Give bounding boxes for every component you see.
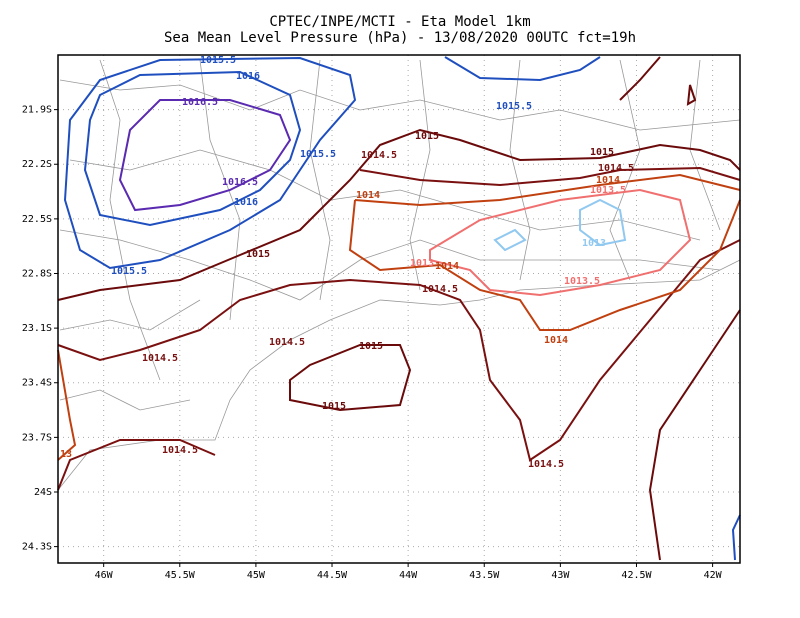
grid — [58, 55, 740, 563]
x-tick-label: 45W — [247, 570, 266, 581]
y-tick-label: 22.8S — [22, 268, 52, 279]
contour-label: 1015 — [322, 401, 346, 412]
x-tick-label: 42W — [704, 570, 723, 581]
contour-label: 1014.5 — [361, 150, 397, 161]
y-tick-label: 22.2S — [22, 159, 52, 170]
y-tick-label: 21.9S — [22, 105, 52, 116]
contour-labels: 1015.5 1016 1016.5 1015.5 1015 1014.5 10… — [60, 55, 634, 470]
contour-label: 1015.5 — [496, 101, 532, 112]
contour-label: 1013 — [582, 238, 606, 249]
contour-label: 1015 — [590, 147, 614, 158]
contour-label: 1013 — [410, 258, 434, 269]
contour-label: 1014.5 — [162, 445, 198, 456]
title: CPTEC/INPE/MCTI - Eta Model 1km — [269, 14, 530, 30]
contour-label: 1016.5 — [182, 97, 218, 108]
y-tick-label: 22.5S — [22, 214, 52, 225]
y-tick-label: 23.4S — [22, 378, 52, 389]
contour-label: 1014 — [435, 261, 459, 272]
contour-label: 1014 — [544, 335, 568, 346]
x-tick-label: 44.5W — [317, 570, 348, 581]
contour-label: 1013.5 — [590, 185, 626, 196]
contour-label: 1016 — [234, 197, 258, 208]
subtitle: Sea Mean Level Pressure (hPa) - 13/08/20… — [164, 30, 636, 46]
contour-label: 1014 — [356, 190, 380, 201]
contour-label: 1014.5 — [528, 459, 564, 470]
contour-label: 1014.5 — [422, 284, 458, 295]
contour-label: 1015 — [415, 131, 439, 142]
y-tick-label: 23.1S — [22, 323, 52, 334]
x-tick-label: 45.5W — [165, 570, 196, 581]
contour-label: 1016.5 — [222, 177, 258, 188]
x-tick-label: 43W — [551, 570, 570, 581]
contour-label: 1015.5 — [300, 149, 336, 160]
y-tick-label: 24.3S — [22, 542, 52, 553]
contour-label: 1014 — [596, 175, 620, 186]
contour-label: 1016 — [236, 71, 260, 82]
contour-label: 1015.5 — [111, 266, 147, 277]
contour-label: 13 — [60, 449, 72, 460]
contour-label: 1014.5 — [598, 163, 634, 174]
y-tick-label: 24S — [34, 487, 52, 498]
contour-label: 1014.5 — [142, 353, 178, 364]
y-tick-label: 23.7S — [22, 432, 52, 443]
map-frame — [57, 54, 741, 564]
contour-label: 1015 — [246, 249, 270, 260]
contour-label: 1013.5 — [564, 276, 600, 287]
x-tick-label: 42.5W — [621, 570, 652, 581]
contour-label: 1014.5 — [269, 337, 305, 348]
contour-label: 1015 — [359, 341, 383, 352]
x-tick-label: 43.5W — [469, 570, 500, 581]
x-tick-label: 44W — [399, 570, 418, 581]
x-tick-label: 46W — [95, 570, 114, 581]
contour-label: 1015.5 — [200, 55, 236, 66]
contours — [57, 56, 741, 561]
